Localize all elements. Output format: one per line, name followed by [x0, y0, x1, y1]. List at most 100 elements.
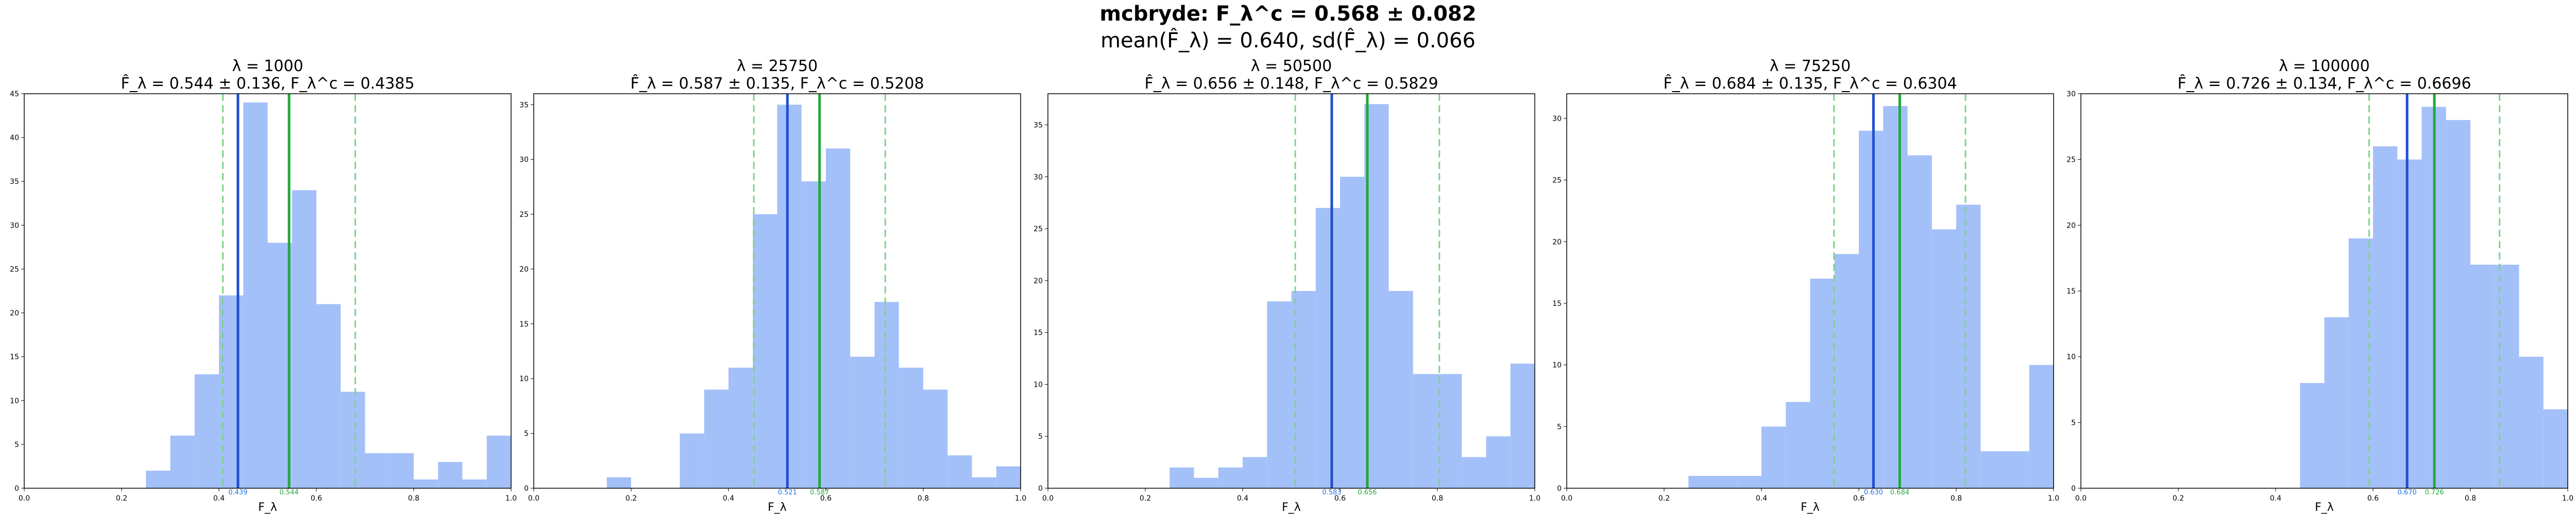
- x-tick-label: 0.2: [1140, 494, 1151, 503]
- y-tick-label: 20: [519, 265, 529, 273]
- histogram-bar: [1243, 457, 1267, 488]
- x-tick-label: 0.8: [408, 494, 419, 503]
- histogram-bar: [2324, 317, 2349, 488]
- x-tick-label: 0.4: [2270, 494, 2281, 503]
- y-tick-label: 30: [10, 221, 19, 230]
- fc-value-label: 0.587: [810, 489, 829, 496]
- y-tick-label: 30: [1033, 173, 1043, 181]
- panel-subtitle: F̂_λ = 0.684 ± 0.135, F_λ^c = 0.6304: [1663, 74, 1957, 93]
- x-tick-label: 0.4: [213, 494, 225, 503]
- histogram-bar: [947, 455, 972, 488]
- panel-subtitle: F̂_λ = 0.656 ± 0.148, F_λ^c = 0.5829: [1144, 74, 1438, 93]
- histogram-bar: [1437, 374, 1462, 488]
- y-tick-label: 0: [2071, 485, 2076, 493]
- histogram-bar: [1737, 476, 1761, 488]
- y-tick-label: 35: [10, 178, 19, 186]
- histogram-bar: [899, 367, 923, 488]
- x-tick-label: 0.2: [116, 494, 127, 503]
- y-tick-label: 10: [2066, 353, 2076, 362]
- histogram-bar: [753, 214, 777, 488]
- mean-value-label: 0.630: [1864, 489, 1883, 496]
- histogram-bar: [1688, 476, 1713, 488]
- panel-title: λ = 25750: [737, 57, 818, 75]
- mean-value-label: 0.521: [778, 489, 797, 496]
- y-tick-label: 25: [2066, 156, 2076, 164]
- y-tick-label: 35: [519, 101, 529, 109]
- histogram-bar: [1486, 436, 1511, 488]
- y-tick-label: 5: [14, 441, 19, 449]
- histogram-bar: [1267, 301, 1292, 488]
- panel-subtitle: F̂_λ = 0.544 ± 0.136, F_λ^c = 0.4385: [121, 74, 414, 93]
- histogram-bar: [2373, 146, 2398, 489]
- histogram-bar: [1859, 130, 1884, 488]
- histogram-bar: [243, 102, 268, 488]
- histogram-bar: [777, 105, 802, 488]
- panel-title: λ = 100000: [2279, 57, 2369, 75]
- histogram-bar: [704, 389, 728, 488]
- panel-subtitle: F̂_λ = 0.726 ± 0.134, F_λ^c = 0.6696: [2177, 74, 2471, 93]
- fc-value-label: 0.684: [1890, 489, 1909, 496]
- y-tick-label: 10: [1552, 362, 1562, 370]
- histogram-bar: [2543, 409, 2568, 488]
- histogram-bar: [438, 461, 463, 488]
- histogram-bar: [1713, 476, 1737, 488]
- x-tick-label: 0.0: [2075, 494, 2087, 503]
- mean-value-label: 0.583: [1322, 489, 1341, 496]
- axes-frame: [533, 93, 1021, 489]
- x-tick-label: 0.4: [1237, 494, 1248, 503]
- mean-value-label: 0.439: [228, 489, 247, 496]
- y-tick-label: 10: [519, 375, 529, 383]
- histogram-bar: [728, 367, 753, 488]
- x-tick-label: 1.0: [2048, 494, 2059, 503]
- x-tick-label: 0.8: [1951, 494, 1962, 503]
- histogram-bar: [1462, 457, 1486, 488]
- y-tick-label: 25: [519, 211, 529, 219]
- y-tick-label: 5: [2071, 419, 2076, 427]
- figure-subtitle: mean(F̂_λ) = 0.640, sd(F̂_λ) = 0.066: [1100, 29, 1476, 53]
- x-tick-label: 0.6: [820, 494, 832, 503]
- x-tick-label: 0.0: [528, 494, 539, 503]
- x-tick-label: 0.4: [723, 494, 734, 503]
- histogram-bar: [1786, 402, 1810, 488]
- y-tick-label: 15: [519, 320, 529, 329]
- histogram-bar: [1388, 291, 1413, 488]
- y-tick-label: 25: [1033, 225, 1043, 233]
- panel-title: λ = 1000: [232, 57, 303, 75]
- x-tick-label: 0.0: [1561, 494, 1572, 503]
- x-tick-label: 0.6: [311, 494, 322, 503]
- histogram-bar: [316, 304, 341, 488]
- y-tick-label: 10: [10, 397, 19, 405]
- histogram-bar: [2470, 264, 2495, 488]
- x-tick-label: 0.8: [918, 494, 929, 503]
- x-axis-label: F_λ: [2315, 501, 2334, 514]
- y-tick-label: 25: [10, 265, 19, 273]
- histogram-bar: [1413, 374, 1437, 488]
- y-tick-label: 5: [1038, 433, 1043, 441]
- axes-frame: [1566, 93, 2054, 489]
- histogram-bar: [850, 356, 875, 488]
- histogram-bar: [170, 435, 195, 488]
- y-tick-label: 30: [2066, 90, 2076, 98]
- x-axis-label: F_λ: [768, 501, 787, 514]
- x-tick-label: 1.0: [1529, 494, 1540, 503]
- panel-title: λ = 75250: [1770, 57, 1851, 75]
- histogram-bar: [996, 466, 1021, 488]
- x-tick-label: 0.0: [1042, 494, 1054, 503]
- y-tick-label: 10: [1033, 381, 1043, 389]
- histogram-bar: [1510, 364, 1535, 488]
- histogram-bar: [341, 391, 365, 488]
- y-tick-label: 35: [1033, 121, 1043, 129]
- fc-value-label: 0.726: [2425, 489, 2444, 496]
- y-tick-label: 15: [1552, 300, 1562, 308]
- histogram-bar: [194, 374, 219, 488]
- histogram-bar: [1834, 254, 1859, 488]
- histogram-bar: [680, 433, 704, 488]
- x-axis-label: F_λ: [258, 501, 277, 514]
- histogram-bar: [2397, 159, 2422, 489]
- histogram-bar: [2446, 120, 2470, 489]
- y-tick-label: 20: [2066, 221, 2076, 230]
